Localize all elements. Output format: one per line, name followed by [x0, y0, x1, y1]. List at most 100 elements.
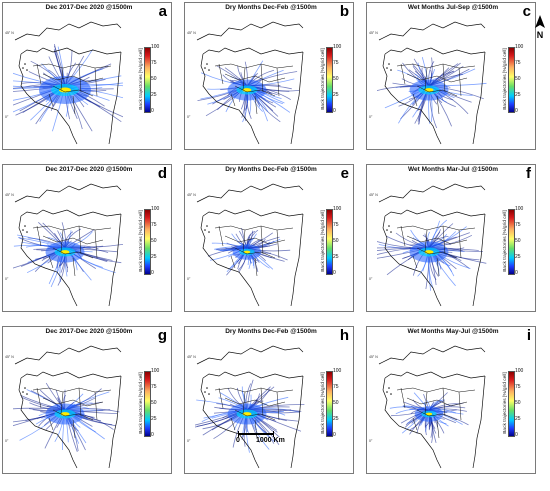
map-panel-i: Wet Months May-Jul @1500m i 45° N 0° 100…	[366, 326, 536, 474]
panel-letter: b	[339, 3, 349, 20]
island-dot	[22, 229, 24, 231]
country-borders	[396, 63, 476, 115]
coastline	[196, 345, 304, 469]
lat-label-bottom: 0°	[369, 439, 373, 443]
lat-label-top: 45° N	[187, 355, 196, 359]
trajectory-map	[196, 183, 304, 307]
island-dot	[206, 63, 208, 65]
lat-label-bottom: 0°	[5, 115, 9, 119]
colorbar-tick: 0	[151, 432, 154, 438]
colorbar-label: Back trajectories [%/grid cell]	[139, 372, 144, 434]
colorbar-tick: 0	[515, 432, 518, 438]
colorbar-tick: 0	[333, 108, 336, 114]
colorbar-tick: 50	[151, 400, 157, 406]
panel-title: Dec 2017-Dec 2020 @1500m	[45, 166, 133, 173]
lat-label-top: 45° N	[5, 31, 14, 35]
island-dot	[206, 225, 208, 227]
coastline	[14, 183, 122, 307]
colorbar-tick: 100	[515, 368, 524, 374]
panel-letter: h	[339, 327, 349, 344]
trajectory-hotspot	[59, 87, 71, 93]
panel-letter: i	[526, 327, 531, 344]
colorbar-tick: 100	[515, 206, 524, 212]
colorbar-label: Back trajectories [%/grid cell]	[503, 372, 508, 434]
trajectory-map	[378, 345, 486, 469]
colorbar-label: Back trajectories [%/grid cell]	[503, 48, 508, 110]
colorbar	[508, 209, 515, 275]
map-panel-a: Dec 2017-Dec 2020 @1500m a 45° N 0° 100 …	[2, 2, 172, 150]
colorbar-tick: 75	[151, 384, 157, 390]
colorbar-tick: 25	[333, 254, 339, 260]
panel-title: Wet Months Mar-Jul @1500m	[407, 166, 498, 173]
country-borders	[214, 387, 294, 439]
island-dot	[390, 69, 392, 71]
lat-label-bottom: 0°	[369, 115, 373, 119]
coastline	[378, 183, 486, 307]
colorbar-label: Back trajectories [%/grid cell]	[139, 210, 144, 272]
colorbar-tick: 50	[151, 238, 157, 244]
colorbar-tick: 25	[151, 92, 157, 98]
trajectory-map	[377, 21, 487, 145]
colorbar-tick: 75	[151, 60, 157, 66]
island-dot	[22, 67, 24, 69]
island-dot	[208, 231, 210, 233]
island-dot	[386, 229, 388, 231]
colorbar-tick: 50	[151, 76, 157, 82]
colorbar	[326, 209, 333, 275]
coastline	[196, 183, 304, 307]
lat-label-bottom: 0°	[5, 277, 9, 281]
colorbar-label: Back trajectories [%/grid cell]	[321, 48, 326, 110]
colorbar	[326, 371, 333, 437]
scale-bar: 0 1000 Km	[236, 431, 316, 447]
country-borders	[214, 225, 294, 277]
colorbar-tick: 25	[333, 416, 339, 422]
colorbar-tick: 75	[333, 60, 339, 66]
colorbar	[144, 47, 151, 113]
island-dot	[24, 63, 26, 65]
colorbar-label: Back trajectories [%/grid cell]	[139, 48, 144, 110]
island-dot	[388, 387, 390, 389]
island-dot	[24, 387, 26, 389]
panel-title: Wet Months Jul-Sep @1500m	[407, 4, 499, 11]
lat-label-bottom: 0°	[187, 439, 191, 443]
coastline	[378, 345, 486, 469]
panel-title: Wet Months May-Jul @1500m	[407, 328, 499, 335]
colorbar-tick: 50	[333, 238, 339, 244]
coastline	[196, 21, 304, 145]
colorbar-tick: 100	[333, 206, 342, 212]
panel-letter: e	[340, 165, 349, 182]
colorbar-tick: 0	[515, 270, 518, 276]
scale-bar-distance: 1000 Km	[256, 437, 285, 444]
panel-letter: a	[158, 3, 167, 20]
colorbar-tick: 100	[151, 368, 160, 374]
panel-letter: c	[522, 3, 531, 20]
map-panel-g: Dec 2017-Dec 2020 @1500m g 45° N 0° 100 …	[2, 326, 172, 474]
island-dot	[204, 67, 206, 69]
colorbar-tick: 75	[333, 384, 339, 390]
island-dot	[26, 69, 28, 71]
colorbar-tick: 0	[333, 270, 336, 276]
colorbar-tick: 0	[515, 108, 518, 114]
colorbar-label: Back trajectories [%/grid cell]	[321, 210, 326, 272]
colorbar	[326, 47, 333, 113]
colorbar-tick: 75	[151, 222, 157, 228]
colorbar-tick: 75	[515, 384, 521, 390]
country-borders	[396, 387, 476, 439]
panel-title: Dry Months Dec-Feb @1500m	[225, 166, 317, 173]
colorbar-tick: 50	[515, 76, 521, 82]
lat-label-bottom: 0°	[187, 277, 191, 281]
map-panel-d: Dec 2017-Dec 2020 @1500m d 45° N 0° 100 …	[2, 164, 172, 312]
country-borders	[32, 63, 112, 115]
lat-label-top: 45° N	[369, 193, 378, 197]
country-borders	[396, 225, 476, 277]
colorbar-tick: 50	[333, 400, 339, 406]
country-borders	[214, 63, 294, 115]
scale-bar-zero: 0	[236, 437, 240, 444]
colorbar-tick: 100	[151, 206, 160, 212]
country-borders	[32, 387, 112, 439]
coastline	[378, 21, 486, 145]
north-label: N	[537, 30, 544, 40]
island-dot	[388, 225, 390, 227]
colorbar-tick: 50	[515, 238, 521, 244]
panel-title: Dec 2017-Dec 2020 @1500m	[45, 328, 133, 335]
